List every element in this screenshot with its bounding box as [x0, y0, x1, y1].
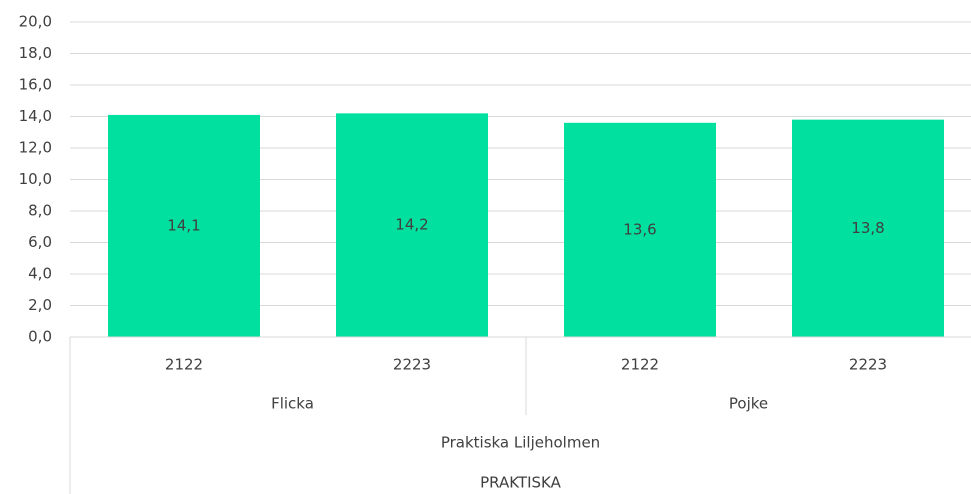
- y-tick-label: 0,0: [28, 328, 52, 346]
- y-tick-label: 6,0: [28, 233, 52, 251]
- data-label: 13,6: [623, 220, 656, 238]
- y-tick-label: 8,0: [28, 202, 52, 220]
- data-label: 13,8: [851, 219, 884, 237]
- bar: [564, 122, 716, 337]
- y-tick-label: 10,0: [19, 170, 52, 188]
- bar: [336, 113, 488, 337]
- category-group-label: Praktiska Liljeholmen: [441, 434, 600, 452]
- x-tick-label: 2223: [393, 356, 431, 374]
- data-label: 14,2: [395, 216, 428, 234]
- x-tick-label: 2122: [621, 356, 659, 374]
- y-tick-label: 16,0: [19, 76, 52, 94]
- x-tick-label: 2223: [849, 356, 887, 374]
- bar: [108, 114, 260, 337]
- category-group-label: Flicka: [271, 395, 314, 413]
- y-tick-label: 4,0: [28, 265, 52, 283]
- data-label: 14,1: [167, 216, 200, 234]
- y-tick-label: 14,0: [19, 107, 52, 125]
- y-tick-label: 2,0: [28, 296, 52, 314]
- y-tick-label: 20,0: [19, 13, 52, 31]
- x-tick-label: 2122: [165, 356, 203, 374]
- category-group-label: PRAKTISKA: [480, 474, 561, 492]
- y-tick-label: 12,0: [19, 139, 52, 157]
- bar: [792, 119, 944, 338]
- category-group-label: Pojke: [729, 395, 768, 413]
- y-tick-label: 18,0: [19, 44, 52, 62]
